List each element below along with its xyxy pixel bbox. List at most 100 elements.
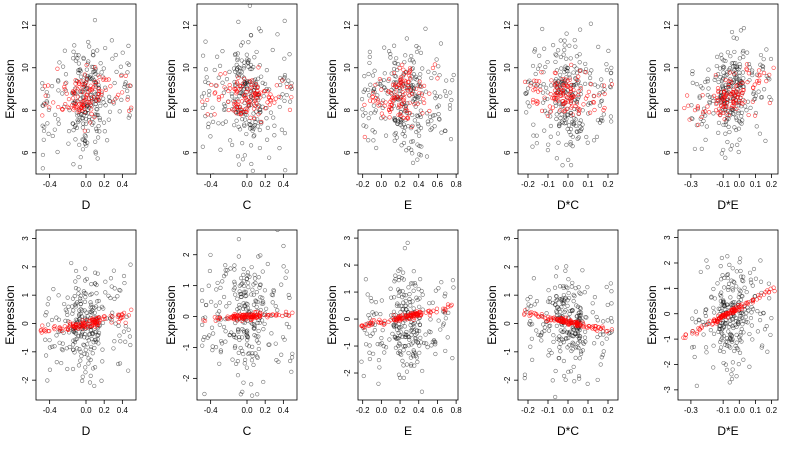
observed-point: [414, 77, 419, 82]
observed-point: [722, 275, 727, 280]
observed-point: [747, 364, 752, 369]
fitted-point: [60, 107, 65, 112]
observed-point: [573, 355, 578, 360]
observed-point: [412, 363, 417, 368]
fitted-point: [570, 112, 575, 117]
fitted-point: [227, 86, 233, 91]
observed-point: [367, 350, 372, 355]
fitted-point: [56, 104, 61, 110]
observed-point: [81, 55, 86, 60]
fitted-point: [415, 313, 420, 319]
observed-point: [723, 339, 728, 344]
fitted-point: [126, 108, 132, 113]
fitted-point: [212, 315, 217, 320]
observed-point: [90, 351, 95, 356]
x-tick-label: -0.2: [356, 180, 370, 189]
fitted-point: [406, 79, 411, 84]
observed-point: [737, 350, 743, 355]
fitted-point: [283, 309, 289, 314]
observed-point: [395, 121, 400, 127]
observed-point: [101, 66, 106, 71]
observed-point: [412, 118, 417, 123]
observed-point: [725, 139, 730, 145]
y-tick-label: 0: [21, 321, 30, 326]
x-axis-label: C: [243, 424, 252, 438]
observed-point: [244, 301, 249, 306]
fitted-point: [554, 85, 559, 90]
observed-point: [286, 325, 292, 330]
fitted-point: [527, 313, 532, 318]
observed-point: [278, 82, 283, 88]
observed-point: [552, 285, 558, 290]
fitted-point: [403, 108, 408, 113]
fitted-point: [125, 97, 130, 102]
fitted-point: [423, 310, 429, 315]
observed-point: [562, 121, 567, 126]
observed-point: [750, 283, 755, 288]
fitted-point: [523, 308, 528, 313]
observed-point: [725, 254, 730, 259]
x-tick-label: 0.2: [99, 406, 111, 415]
observed-point: [372, 328, 377, 333]
observed-point: [573, 345, 578, 350]
x-axis-label: E: [404, 424, 412, 438]
fitted-point: [80, 85, 85, 90]
fitted-point: [116, 312, 121, 317]
observed-point: [428, 114, 433, 120]
observed-point: [287, 99, 293, 104]
observed-point: [747, 270, 753, 275]
observed-point: [578, 83, 583, 89]
observed-point: [583, 81, 588, 86]
observed-point: [698, 269, 703, 275]
observed-point: [433, 288, 438, 293]
observed-point: [540, 90, 546, 95]
observed-point: [371, 138, 376, 143]
fitted-point: [88, 120, 93, 125]
observed-point: [114, 69, 119, 74]
observed-point: [250, 128, 255, 133]
observed-point: [260, 80, 265, 86]
fitted-point: [711, 93, 717, 98]
observed-point: [262, 288, 268, 293]
observed-point: [583, 67, 589, 72]
observed-point: [751, 97, 756, 102]
observed-point: [80, 125, 85, 130]
fitted-point: [710, 322, 715, 327]
fitted-point: [561, 320, 566, 325]
observed-point: [283, 275, 288, 280]
observed-point: [372, 130, 377, 135]
fitted-point: [720, 96, 726, 101]
fitted-point: [577, 323, 582, 329]
fitted-point: [361, 324, 366, 329]
fitted-point: [362, 325, 367, 330]
observed-point: [534, 133, 539, 138]
observed-point: [254, 49, 259, 55]
observed-point: [125, 70, 130, 75]
fitted-point: [75, 87, 80, 92]
observed-point: [744, 289, 749, 295]
observed-point: [541, 100, 546, 105]
fitted-point: [76, 81, 81, 86]
observed-point: [758, 62, 763, 67]
observed-point: [609, 301, 614, 306]
fitted-point: [251, 106, 257, 111]
observed-point: [232, 286, 237, 291]
fitted-point: [265, 313, 270, 318]
observed-point: [451, 285, 456, 290]
fitted-point: [723, 77, 728, 83]
observed-point: [46, 107, 51, 113]
observed-point: [749, 70, 754, 75]
observed-point: [591, 138, 597, 143]
observed-point: [605, 318, 610, 323]
y-tick-label: -1: [182, 343, 191, 351]
observed-point: [280, 335, 286, 340]
observed-point: [725, 272, 730, 278]
fitted-point: [590, 324, 595, 329]
observed-point: [403, 103, 408, 108]
fitted-point: [223, 71, 228, 76]
observed-point: [548, 83, 554, 88]
observed-point: [410, 352, 416, 357]
observed-point: [768, 56, 774, 62]
observed-point: [123, 80, 128, 85]
